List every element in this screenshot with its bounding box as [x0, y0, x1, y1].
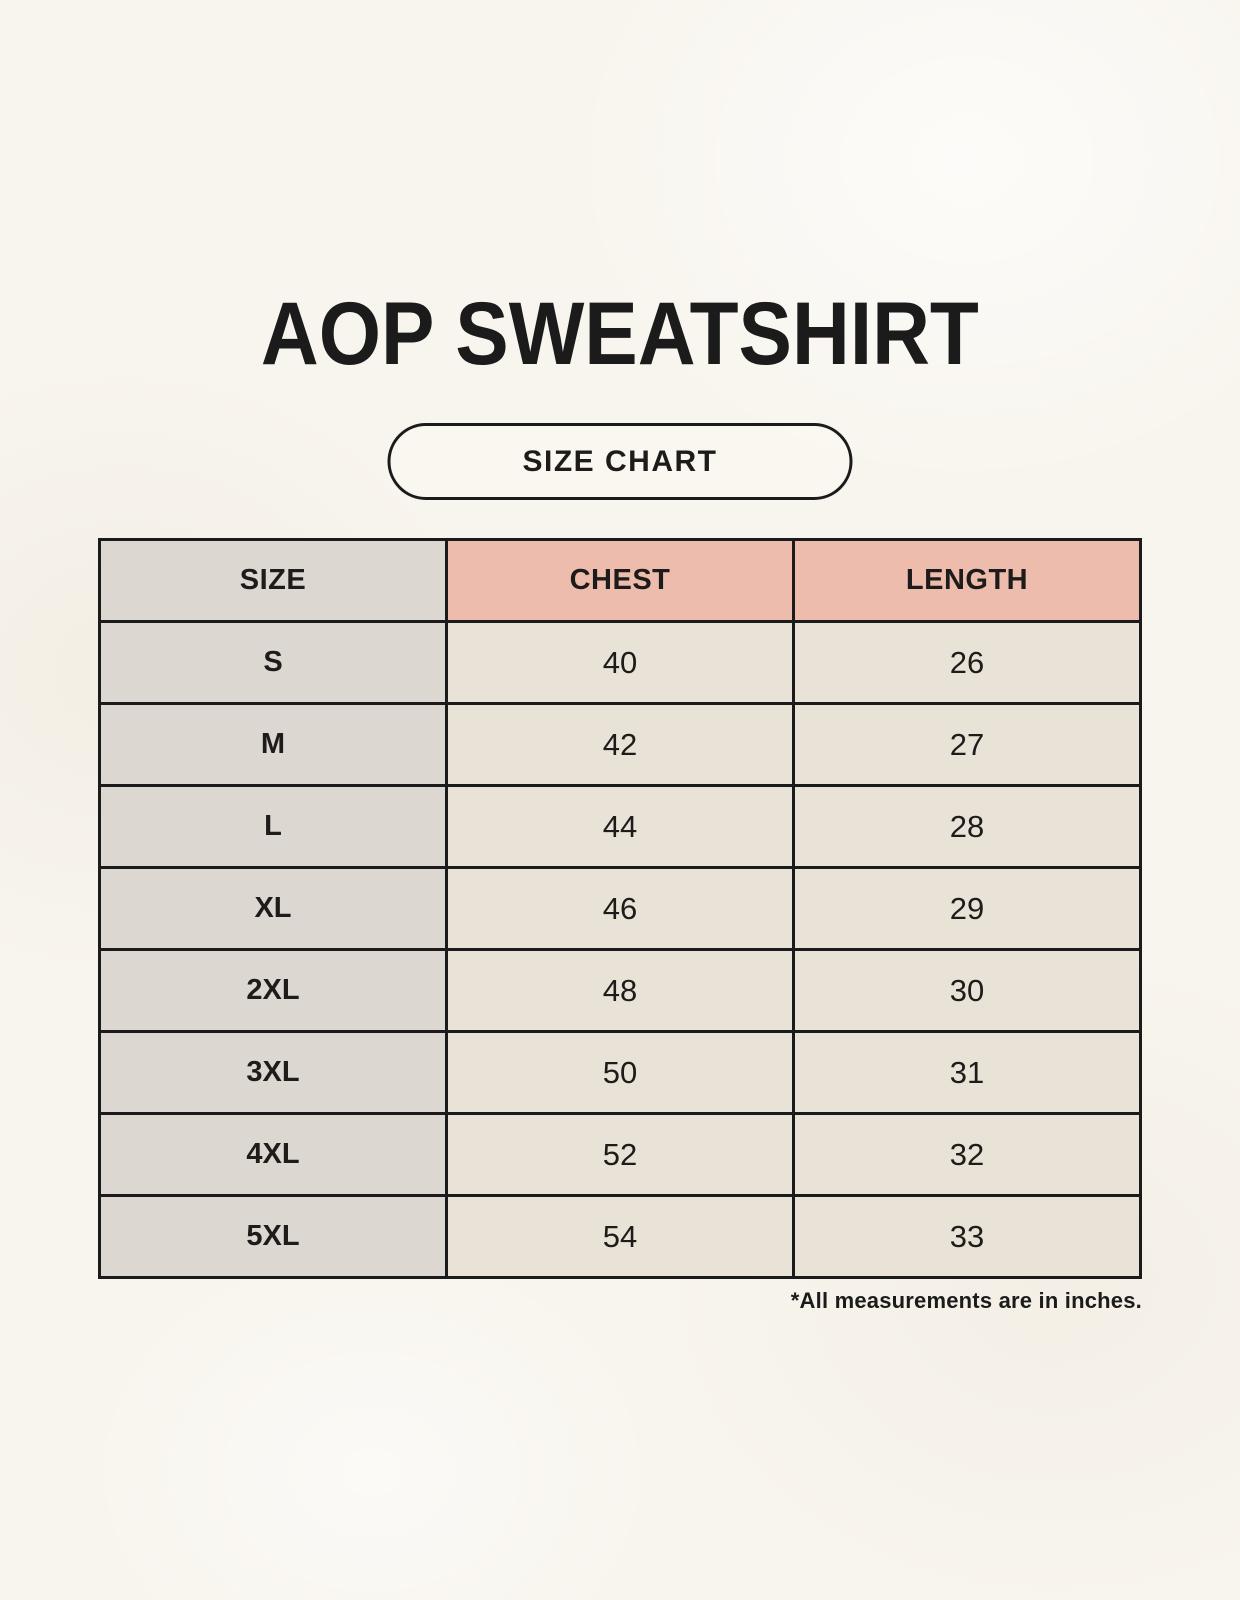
size-table-body: S 40 26 M 42 27 L 44 28 XL 46 29 2XL 48 …: [98, 620, 1142, 1279]
table-row: 3XL 50 31: [98, 1030, 1142, 1115]
size-table: SIZE CHEST LENGTH S 40 26 M 42 27 L 44 2…: [98, 538, 1142, 1279]
length-cell: 26: [792, 620, 1142, 705]
table-row: 5XL 54 33: [98, 1194, 1142, 1279]
size-cell: 4XL: [98, 1112, 448, 1197]
chest-cell: 48: [445, 948, 795, 1033]
header-chest: CHEST: [445, 538, 795, 623]
chest-cell: 54: [445, 1194, 795, 1279]
header-length: LENGTH: [792, 538, 1142, 623]
size-chart-badge-label: SIZE CHART: [522, 444, 718, 478]
length-cell: 30: [792, 948, 1142, 1033]
size-cell: 2XL: [98, 948, 448, 1033]
size-cell: 3XL: [98, 1030, 448, 1115]
chest-cell: 44: [445, 784, 795, 869]
table-row: M 42 27: [98, 702, 1142, 787]
length-cell: 31: [792, 1030, 1142, 1115]
page-title-text: AOP SWEATSHIRT: [261, 283, 979, 383]
size-table-wrap: SIZE CHEST LENGTH S 40 26 M 42 27 L 44 2…: [98, 538, 1142, 1314]
length-cell: 33: [792, 1194, 1142, 1279]
chest-cell: 40: [445, 620, 795, 705]
length-cell: 29: [792, 866, 1142, 951]
size-cell: M: [98, 702, 448, 787]
chest-cell: 52: [445, 1112, 795, 1197]
table-row: L 44 28: [98, 784, 1142, 869]
size-cell: 5XL: [98, 1194, 448, 1279]
page-title: AOP SWEATSHIRT: [0, 289, 1240, 378]
table-row: XL 46 29: [98, 866, 1142, 951]
measurement-note: *All measurements are in inches.: [790, 1288, 1142, 1313]
size-cell: L: [98, 784, 448, 869]
length-cell: 32: [792, 1112, 1142, 1197]
length-cell: 28: [792, 784, 1142, 869]
header-size: SIZE: [98, 538, 448, 623]
table-row: S 40 26: [98, 620, 1142, 705]
table-row: 2XL 48 30: [98, 948, 1142, 1033]
size-chart-badge: SIZE CHART: [387, 423, 853, 500]
chest-cell: 46: [445, 866, 795, 951]
table-row: 4XL 52 32: [98, 1112, 1142, 1197]
header-row: SIZE CHEST LENGTH: [98, 538, 1142, 623]
length-cell: 27: [792, 702, 1142, 787]
chest-cell: 50: [445, 1030, 795, 1115]
chest-cell: 42: [445, 702, 795, 787]
size-cell: XL: [98, 866, 448, 951]
size-cell: S: [98, 620, 448, 705]
